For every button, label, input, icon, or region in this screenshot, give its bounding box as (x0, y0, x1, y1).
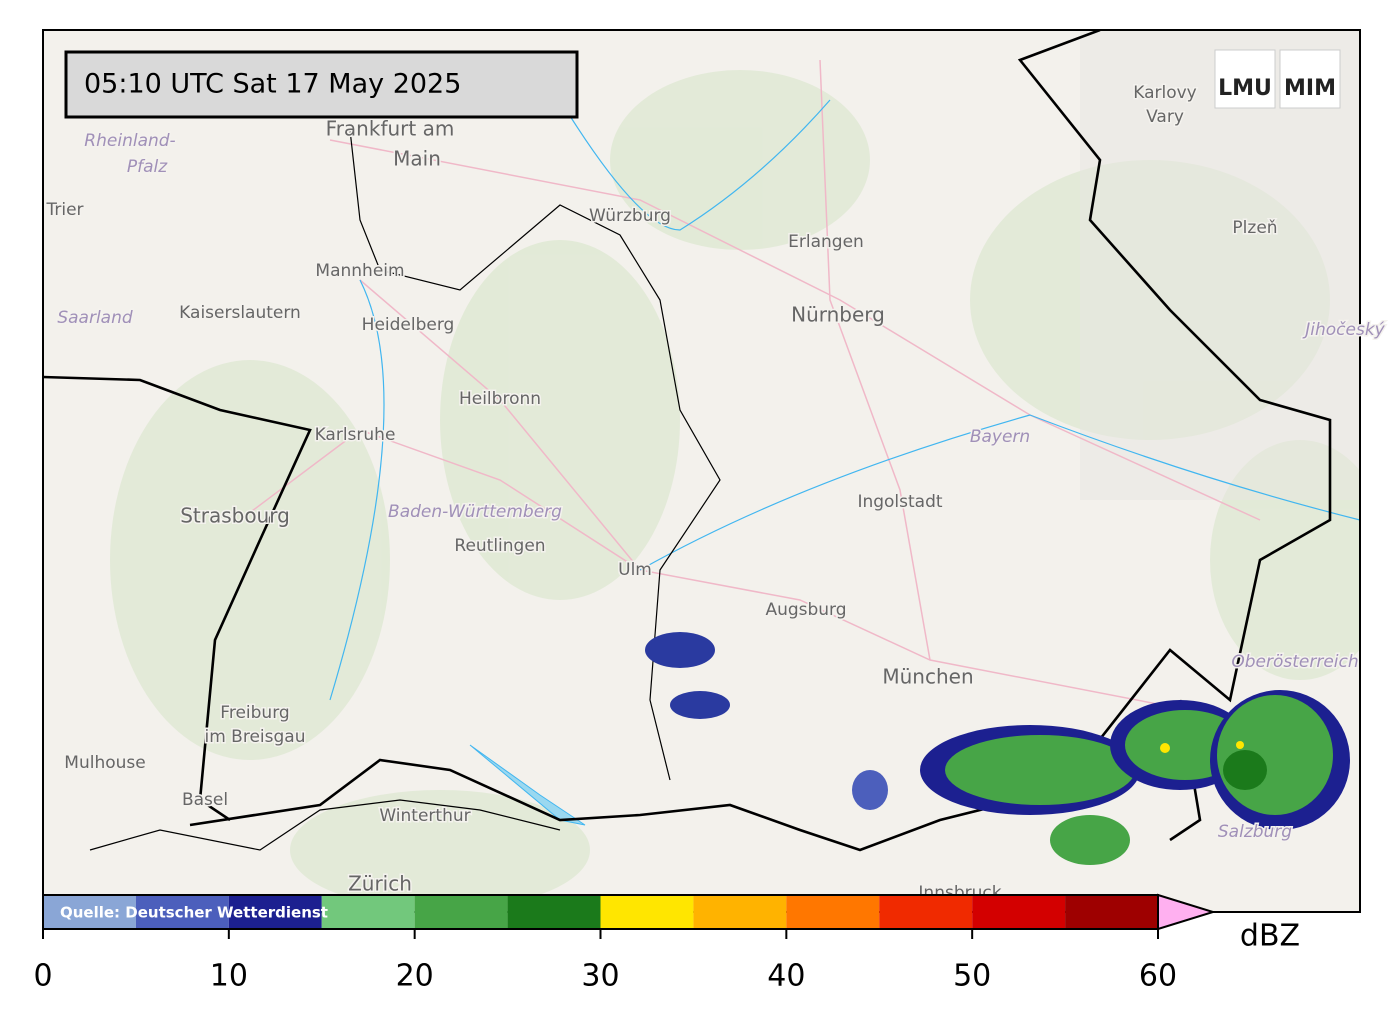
place-label: Heilbronn (459, 389, 541, 409)
colorbar-segment (228, 895, 322, 929)
colorbar-tick-label: 40 (767, 959, 805, 994)
place-label: Mannheim (315, 261, 404, 281)
colorbar-segment (1065, 895, 1158, 929)
colorbar-tick-label: 0 (33, 959, 52, 994)
place-label: Plzeň (1232, 218, 1277, 238)
place-label: Main (393, 147, 441, 171)
place-label: Saarland (57, 308, 133, 328)
place-label: Heidelberg (362, 315, 455, 335)
place-label: Erlangen (788, 232, 864, 252)
colorbar-segment (600, 895, 694, 929)
colorbar-segment (786, 895, 880, 929)
colorbar-tick-label: 20 (396, 959, 434, 994)
colorbar-segment (321, 895, 415, 929)
place-label: Ingolstadt (857, 492, 942, 512)
place-label: Strasbourg (180, 504, 290, 528)
place-label: Vary (1146, 107, 1184, 127)
place-label: Basel (182, 790, 228, 810)
place-label: München (882, 665, 973, 689)
place-label: Freiburg (220, 703, 289, 723)
colorbar-tick-label: 10 (210, 959, 248, 994)
place-label: Baden-Württemberg (388, 502, 562, 522)
place-label: Frankfurt am (326, 117, 455, 141)
logo: MIM (1284, 76, 1336, 101)
radar-echoes (645, 632, 1350, 865)
place-label: Ulm (618, 560, 652, 580)
place-label: Salzburg (1218, 822, 1292, 842)
place-label: Oberösterreich (1231, 652, 1358, 672)
place-label: Zürich (348, 872, 412, 896)
colorbar-segment (693, 895, 787, 929)
place-label: Reutlingen (454, 536, 545, 556)
place-label: Würzburg (589, 206, 671, 226)
colorbar-segment (135, 895, 229, 929)
place-label: Kaiserslautern (179, 303, 301, 323)
timestamp-box (64, 50, 579, 119)
colorbar-tick-label: 30 (581, 959, 619, 994)
basemap (43, 30, 1360, 912)
place-label: Trier (45, 200, 83, 220)
colorbar-tick-label: 50 (953, 959, 991, 994)
colorbar-segment (43, 895, 136, 929)
place-label: im Breisgau (205, 727, 306, 747)
place-label: Jihočeský (1302, 320, 1385, 340)
place-label: Karlsruhe (315, 425, 396, 445)
place-label: Augsburg (765, 600, 846, 620)
colorbar-segment (879, 895, 973, 929)
place-label: Bayern (970, 427, 1030, 447)
colorbar-tick-label: 60 (1139, 959, 1177, 994)
colorbar-segment (507, 895, 601, 929)
colorbar-segment (972, 895, 1066, 929)
place-label: Rheinland- (84, 131, 175, 151)
timestamp: 05:10 UTC Sat 17 May 2025 (84, 69, 461, 100)
colorbar-unit: dBZ (1240, 919, 1300, 954)
place-label: Winterthur (379, 806, 470, 826)
place-label: Mulhouse (64, 753, 145, 773)
place-label: Karlovy (1133, 83, 1197, 103)
place-label: Pfalz (127, 157, 168, 177)
colorbar-source: Quelle: Deutscher Wetterdienst (60, 904, 328, 922)
place-label: Nürnberg (791, 303, 885, 327)
logo-box (1279, 49, 1341, 109)
logo-box (1214, 49, 1276, 109)
colorbar-segment (414, 895, 508, 929)
logo: LMU (1218, 76, 1272, 101)
